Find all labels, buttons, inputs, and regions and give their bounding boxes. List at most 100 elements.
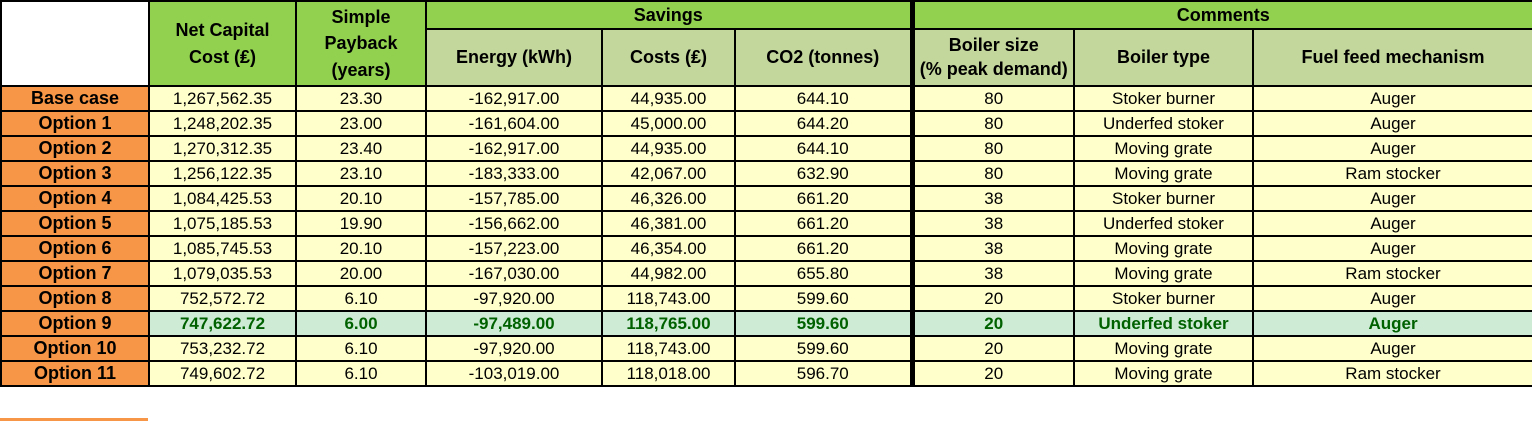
cell-costs-savings[interactable]: 118,743.00 xyxy=(601,335,736,362)
cell-costs-savings[interactable]: 46,326.00 xyxy=(601,185,736,212)
row-label[interactable]: Option 8 xyxy=(0,285,150,312)
cell-energy-savings[interactable]: -167,030.00 xyxy=(425,260,603,287)
cell-energy-savings[interactable]: -97,489.00 xyxy=(425,310,603,337)
cell-simple-payback[interactable]: 23.30 xyxy=(295,85,427,112)
cell-energy-savings[interactable]: -183,333.00 xyxy=(425,160,603,187)
col-header-co2-tonnes[interactable]: CO2 (tonnes) xyxy=(734,28,913,87)
cell-net-capital-cost[interactable]: 1,085,745.53 xyxy=(148,235,297,262)
cell-boiler-size[interactable]: 80 xyxy=(909,110,1075,137)
cell-boiler-type[interactable]: Underfed stoker xyxy=(1073,110,1254,137)
cell-simple-payback[interactable]: 23.00 xyxy=(295,110,427,137)
cell-energy-savings[interactable]: -103,019.00 xyxy=(425,360,603,387)
cell-boiler-size[interactable]: 20 xyxy=(909,310,1075,337)
cell-co2-savings[interactable]: 599.60 xyxy=(734,335,913,362)
cell-boiler-type[interactable]: Moving grate xyxy=(1073,360,1254,387)
cell-net-capital-cost[interactable]: 1,075,185.53 xyxy=(148,210,297,237)
cell-energy-savings[interactable]: -161,604.00 xyxy=(425,110,603,137)
cell-simple-payback[interactable]: 20.10 xyxy=(295,235,427,262)
cell-boiler-size[interactable]: 80 xyxy=(909,135,1075,162)
row-label[interactable]: Option 5 xyxy=(0,210,150,237)
cell-costs-savings[interactable]: 118,743.00 xyxy=(601,285,736,312)
cell-costs-savings[interactable]: 118,018.00 xyxy=(601,360,736,387)
cell-costs-savings[interactable]: 42,067.00 xyxy=(601,160,736,187)
cell-net-capital-cost[interactable]: 1,270,312.35 xyxy=(148,135,297,162)
cell-costs-savings[interactable]: 44,982.00 xyxy=(601,260,736,287)
cell-costs-savings[interactable]: 46,354.00 xyxy=(601,235,736,262)
cell-boiler-size[interactable]: 20 xyxy=(909,335,1075,362)
cell-energy-savings[interactable]: -157,223.00 xyxy=(425,235,603,262)
cell-net-capital-cost[interactable]: 749,602.72 xyxy=(148,360,297,387)
cell-boiler-type[interactable]: Moving grate xyxy=(1073,135,1254,162)
cell-costs-savings[interactable]: 46,381.00 xyxy=(601,210,736,237)
cell-co2-savings[interactable]: 661.20 xyxy=(734,210,913,237)
cell-fuel-feed-mechanism[interactable]: Auger xyxy=(1251,335,1532,362)
cell-boiler-size[interactable]: 38 xyxy=(909,235,1075,262)
cell-energy-savings[interactable]: -162,917.00 xyxy=(425,85,603,112)
cell-boiler-type[interactable]: Stoker burner xyxy=(1073,185,1254,212)
cell-co2-savings[interactable]: 655.80 xyxy=(734,260,913,287)
cell-energy-savings[interactable]: -162,917.00 xyxy=(425,135,603,162)
cell-fuel-feed-mechanism[interactable]: Auger xyxy=(1251,285,1532,312)
cell-co2-savings[interactable]: 661.20 xyxy=(734,185,913,212)
row-label[interactable]: Option 1 xyxy=(0,110,150,137)
cell-net-capital-cost[interactable]: 1,267,562.35 xyxy=(148,85,297,112)
cell-simple-payback[interactable]: 19.90 xyxy=(295,210,427,237)
cell-costs-savings[interactable]: 44,935.00 xyxy=(601,85,736,112)
row-label[interactable]: Option 4 xyxy=(0,185,150,212)
cell-boiler-size[interactable]: 38 xyxy=(909,185,1075,212)
cell-net-capital-cost[interactable]: 1,084,425.53 xyxy=(148,185,297,212)
cell-fuel-feed-mechanism[interactable]: Auger xyxy=(1251,235,1532,262)
cell-co2-savings[interactable]: 644.10 xyxy=(734,135,913,162)
cell-boiler-size[interactable]: 20 xyxy=(909,360,1075,387)
cell-fuel-feed-mechanism[interactable]: Auger xyxy=(1251,185,1532,212)
row-label[interactable]: Option 2 xyxy=(0,135,150,162)
cell-boiler-type[interactable]: Moving grate xyxy=(1073,335,1254,362)
cell-fuel-feed-mechanism[interactable]: Ram stocker xyxy=(1251,260,1532,287)
cell-co2-savings[interactable]: 632.90 xyxy=(734,160,913,187)
cell-fuel-feed-mechanism[interactable]: Ram stocker xyxy=(1251,160,1532,187)
cell-co2-savings[interactable]: 599.60 xyxy=(734,285,913,312)
cell-co2-savings[interactable]: 661.20 xyxy=(734,235,913,262)
cell-simple-payback[interactable]: 23.40 xyxy=(295,135,427,162)
cell-energy-savings[interactable]: -97,920.00 xyxy=(425,285,603,312)
row-label[interactable]: Option 7 xyxy=(0,260,150,287)
row-label[interactable]: Option 9 xyxy=(0,310,150,337)
cell-net-capital-cost[interactable]: 1,248,202.35 xyxy=(148,110,297,137)
cell-simple-payback[interactable]: 23.10 xyxy=(295,160,427,187)
cell-fuel-feed-mechanism[interactable]: Auger xyxy=(1251,310,1532,337)
cell-simple-payback[interactable]: 20.10 xyxy=(295,185,427,212)
col-header-boiler-type[interactable]: Boiler type xyxy=(1073,28,1254,87)
cell-simple-payback[interactable]: 6.00 xyxy=(295,310,427,337)
cell-net-capital-cost[interactable]: 752,572.72 xyxy=(148,285,297,312)
col-header-boiler-size[interactable]: Boiler size (% peak demand) xyxy=(909,28,1075,87)
cell-co2-savings[interactable]: 644.10 xyxy=(734,85,913,112)
row-label[interactable]: Option 6 xyxy=(0,235,150,262)
cell-boiler-type[interactable]: Moving grate xyxy=(1073,160,1254,187)
cell-energy-savings[interactable]: -157,785.00 xyxy=(425,185,603,212)
cell-boiler-size[interactable]: 80 xyxy=(909,160,1075,187)
col-header-costs[interactable]: Costs (₤) xyxy=(601,28,736,87)
row-label[interactable]: Option 11 xyxy=(0,360,150,387)
row-label[interactable]: Option 3 xyxy=(0,160,150,187)
cell-energy-savings[interactable]: -156,662.00 xyxy=(425,210,603,237)
group-header-savings[interactable]: Savings xyxy=(425,0,913,30)
cell-net-capital-cost[interactable]: 1,079,035.53 xyxy=(148,260,297,287)
row-label[interactable]: Base case xyxy=(0,85,150,112)
cell-boiler-size[interactable]: 38 xyxy=(909,210,1075,237)
cell-boiler-type[interactable]: Moving grate xyxy=(1073,235,1254,262)
cell-fuel-feed-mechanism[interactable]: Ram stocker xyxy=(1251,360,1532,387)
col-header-energy-kwh[interactable]: Energy (kWh) xyxy=(425,28,603,87)
cell-costs-savings[interactable]: 118,765.00 xyxy=(601,310,736,337)
cell-boiler-type[interactable]: Stoker burner xyxy=(1073,285,1254,312)
cell-boiler-type[interactable]: Underfed stoker xyxy=(1073,310,1254,337)
col-header-net-capital-cost[interactable]: Net Capital Cost (₤) xyxy=(148,0,297,87)
cell-boiler-size[interactable]: 20 xyxy=(909,285,1075,312)
cell-co2-savings[interactable]: 596.70 xyxy=(734,360,913,387)
group-header-comments[interactable]: Comments xyxy=(909,0,1532,30)
cell-co2-savings[interactable]: 644.20 xyxy=(734,110,913,137)
cell-costs-savings[interactable]: 44,935.00 xyxy=(601,135,736,162)
cell-net-capital-cost[interactable]: 1,256,122.35 xyxy=(148,160,297,187)
cell-boiler-size[interactable]: 80 xyxy=(909,85,1075,112)
col-header-fuel-feed-mechanism[interactable]: Fuel feed mechanism xyxy=(1251,28,1532,87)
cell-fuel-feed-mechanism[interactable]: Auger xyxy=(1251,135,1532,162)
